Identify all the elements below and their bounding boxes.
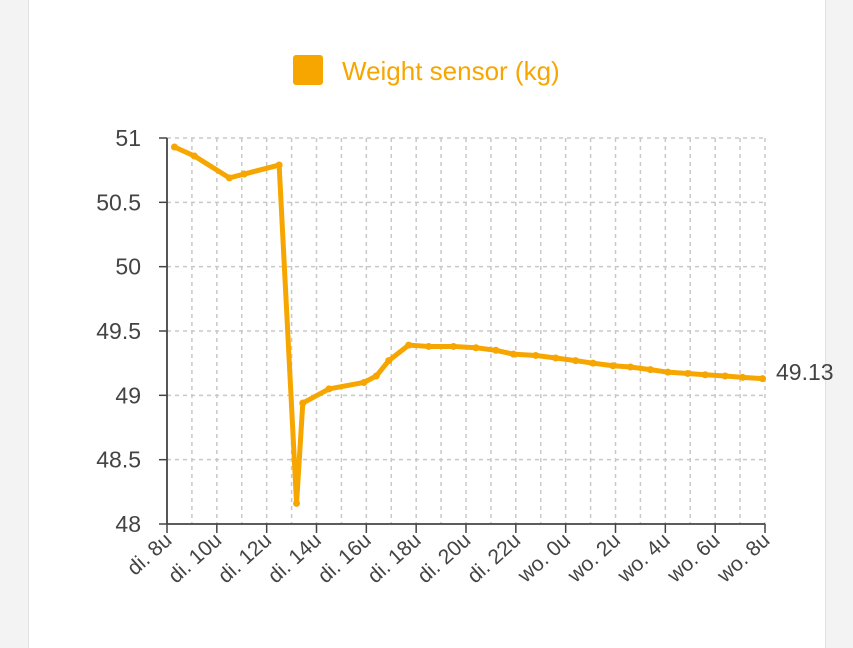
data-point[interactable] xyxy=(325,385,333,393)
data-point[interactable] xyxy=(360,378,368,386)
grid xyxy=(167,137,766,524)
data-point[interactable] xyxy=(372,372,380,380)
data-point[interactable] xyxy=(609,362,617,370)
data-point[interactable] xyxy=(509,350,517,358)
data-point[interactable] xyxy=(646,366,654,374)
y-tick-label: 50 xyxy=(115,254,141,280)
x-tick-label: di. 10u xyxy=(164,529,226,588)
legend-swatch xyxy=(293,55,323,85)
data-point[interactable] xyxy=(425,342,433,350)
x-tick-label: wo. 8u xyxy=(712,529,774,588)
data-point[interactable] xyxy=(405,341,413,349)
last-value-label: 49.13 xyxy=(776,359,834,385)
data-point[interactable] xyxy=(721,372,729,380)
y-tick-label: 48.5 xyxy=(96,447,141,473)
chart-card xyxy=(28,0,826,648)
data-point[interactable] xyxy=(701,371,709,379)
y-tick-label: 49.5 xyxy=(96,318,141,344)
x-tick-label: di. 20u xyxy=(413,529,475,588)
x-tick-label: wo. 6u xyxy=(662,529,724,588)
legend[interactable]: Weight sensor (kg) xyxy=(293,55,560,86)
x-tick-label: di. 12u xyxy=(214,529,276,588)
y-tick-label: 50.5 xyxy=(96,189,141,215)
data-point[interactable] xyxy=(240,170,248,178)
data-point[interactable] xyxy=(472,344,480,352)
data-point[interactable] xyxy=(532,351,540,359)
data-point[interactable] xyxy=(759,375,767,383)
data-point[interactable] xyxy=(492,346,500,354)
x-tick-label: wo. 2u xyxy=(563,529,625,588)
y-tick-label: 49 xyxy=(115,382,141,408)
data-point[interactable] xyxy=(739,373,747,381)
data-point[interactable] xyxy=(572,357,580,365)
axes xyxy=(159,137,766,533)
data-point[interactable] xyxy=(275,161,283,169)
data-point[interactable] xyxy=(293,499,301,507)
data-point[interactable] xyxy=(299,399,307,407)
data-series[interactable] xyxy=(170,143,767,507)
x-tick-label: di. 22u xyxy=(463,529,525,588)
data-point[interactable] xyxy=(450,342,458,350)
series-line[interactable] xyxy=(171,144,766,506)
data-point[interactable] xyxy=(664,368,672,376)
x-tick-label: di. 14u xyxy=(264,529,326,588)
x-tick-label: di. 16u xyxy=(313,529,375,588)
x-tick-label: wo. 4u xyxy=(613,529,675,588)
legend-label: Weight sensor (kg) xyxy=(342,56,560,86)
data-point[interactable] xyxy=(552,354,560,362)
x-tick-label: wo. 0u xyxy=(513,529,575,588)
y-tick-label: 51 xyxy=(115,125,141,151)
data-point[interactable] xyxy=(589,359,597,367)
data-point[interactable] xyxy=(385,357,393,365)
x-tick-label: di. 18u xyxy=(363,529,425,588)
data-point[interactable] xyxy=(225,174,233,182)
y-tick-label: 48 xyxy=(115,511,141,537)
data-point[interactable] xyxy=(190,152,198,160)
y-axis-ticks: 51 50.5 50 49.5 49 48.5 48 xyxy=(96,125,141,537)
data-point[interactable] xyxy=(626,363,634,371)
data-point[interactable] xyxy=(170,143,178,151)
data-point[interactable] xyxy=(684,369,692,377)
